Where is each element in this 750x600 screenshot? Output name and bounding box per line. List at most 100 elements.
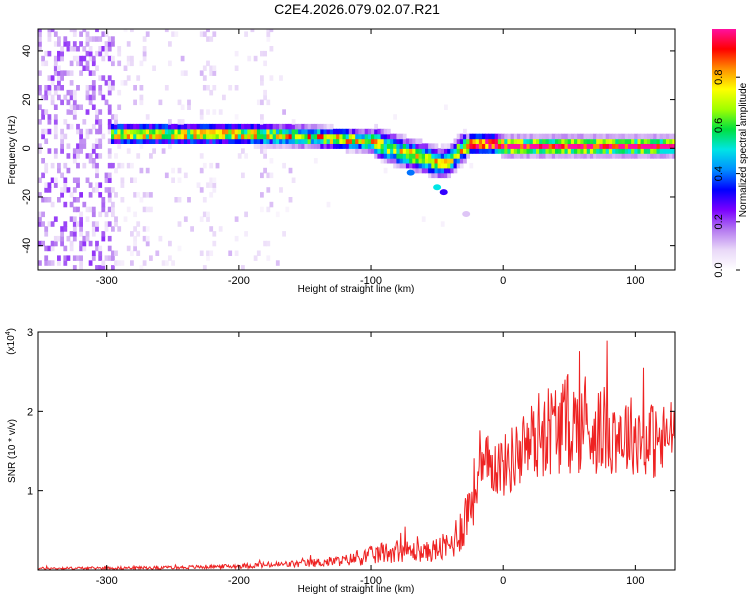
heatmap-cell xyxy=(95,119,99,125)
spectrogram-frame xyxy=(37,28,676,271)
heatmap-cell xyxy=(104,255,109,261)
heatmap-cell xyxy=(199,216,204,222)
heatmap-cell xyxy=(190,123,194,130)
x-tick-label: -200 xyxy=(228,575,250,587)
heatmap-cell xyxy=(177,119,182,125)
heatmap-cell xyxy=(114,192,118,198)
heatmap-cell xyxy=(396,133,401,140)
heatmap-cell xyxy=(444,162,448,169)
heatmap-cell xyxy=(447,143,451,149)
heatmap-cell xyxy=(123,80,128,86)
heatmap-cell xyxy=(580,143,585,149)
heatmap-cell xyxy=(142,192,147,198)
heatmap-cell xyxy=(237,123,242,130)
heatmap-cell xyxy=(469,138,474,144)
heatmap-cell xyxy=(88,182,93,188)
heatmap-cell xyxy=(488,143,493,149)
x-tick-label: 100 xyxy=(626,575,644,587)
heatmap-cell xyxy=(206,182,210,188)
heatmap-cell xyxy=(256,138,261,144)
heatmap-cell xyxy=(463,133,467,140)
heatmap-cell xyxy=(228,250,233,256)
heatmap-cell xyxy=(199,123,204,130)
heatmap-cell xyxy=(47,119,52,125)
heatmap-cell xyxy=(434,153,439,159)
heatmap-cell xyxy=(47,221,52,227)
heatmap-cell xyxy=(333,133,337,140)
heatmap-cell xyxy=(177,177,182,183)
heatmap-cell xyxy=(405,148,410,154)
heatmap-cell xyxy=(539,148,543,154)
heatmap-cell xyxy=(418,138,423,144)
heatmap-cell xyxy=(107,80,112,86)
heatmap-cell xyxy=(76,221,80,227)
heatmap-cell xyxy=(114,128,118,135)
heatmap-cell xyxy=(111,41,115,47)
heatmap-cell xyxy=(85,235,90,242)
heatmap-cell xyxy=(380,128,385,135)
heatmap-cell xyxy=(285,123,290,130)
heatmap-cell xyxy=(377,128,382,135)
heatmap-cell xyxy=(63,162,68,169)
heatmap-cell xyxy=(497,143,502,149)
heatmap-cell xyxy=(390,138,394,144)
heatmap-cell xyxy=(402,143,407,149)
x-tick-label: -300 xyxy=(96,275,118,287)
snr-multiplier-exp: 4 xyxy=(5,331,12,335)
heatmap-cell xyxy=(482,138,486,144)
heatmap-cell xyxy=(57,235,61,242)
heatmap-cell xyxy=(237,133,242,140)
heatmap-cell xyxy=(47,36,52,42)
heatmap-cell xyxy=(91,158,96,164)
heatmap-cell xyxy=(656,143,661,149)
heatmap-cell xyxy=(374,143,378,149)
heatmap-cell xyxy=(662,133,667,140)
heatmap-cell xyxy=(282,143,286,149)
heatmap-cell xyxy=(91,250,96,256)
heatmap-cell xyxy=(66,99,71,106)
heatmap-cell xyxy=(628,143,632,149)
heatmap-cell xyxy=(637,143,642,149)
heatmap-cell xyxy=(288,133,293,140)
heatmap-cell xyxy=(95,265,99,270)
heatmap-cell xyxy=(66,123,71,130)
heatmap-cell xyxy=(91,226,96,232)
heatmap-cell xyxy=(38,192,42,198)
heatmap-cell xyxy=(38,31,42,37)
heatmap-cell xyxy=(63,41,68,47)
heatmap-cell xyxy=(91,206,96,213)
heatmap-cell xyxy=(253,123,258,130)
heatmap-cell xyxy=(142,226,147,232)
heatmap-cell xyxy=(98,109,103,115)
heatmap-cell xyxy=(38,104,42,110)
heatmap-cell xyxy=(180,133,185,140)
heatmap-cell xyxy=(85,36,90,42)
heatmap-cell xyxy=(130,260,134,266)
heatmap-cell xyxy=(647,148,651,154)
heatmap-cell xyxy=(374,133,378,140)
heatmap-cell xyxy=(421,162,426,169)
heatmap-cell xyxy=(41,55,45,62)
heatmap-cell xyxy=(212,65,217,71)
heatmap-cell xyxy=(472,143,477,149)
heatmap-cell xyxy=(177,138,182,144)
heatmap-cell xyxy=(323,128,328,135)
heatmap-cell xyxy=(79,240,83,247)
heatmap-cell xyxy=(142,133,147,140)
heatmap-cell xyxy=(605,143,610,149)
heatmap-cell xyxy=(222,133,226,140)
heatmap-cell xyxy=(88,192,93,198)
heatmap-cell xyxy=(215,128,220,135)
heatmap-cell xyxy=(101,260,106,266)
figure-title: C2E4.2026.079.02.07.R21 xyxy=(274,1,440,17)
heatmap-cell xyxy=(177,123,182,130)
heatmap-cell xyxy=(482,143,486,149)
heatmap-cell xyxy=(168,143,172,149)
heatmap-cell xyxy=(532,153,537,159)
heatmap-cell xyxy=(136,192,141,198)
heatmap-cell xyxy=(377,148,382,154)
heatmap-cell xyxy=(202,31,207,37)
heatmap-cell xyxy=(133,245,137,252)
heatmap-cell xyxy=(63,182,68,188)
heatmap-cell xyxy=(269,133,274,140)
